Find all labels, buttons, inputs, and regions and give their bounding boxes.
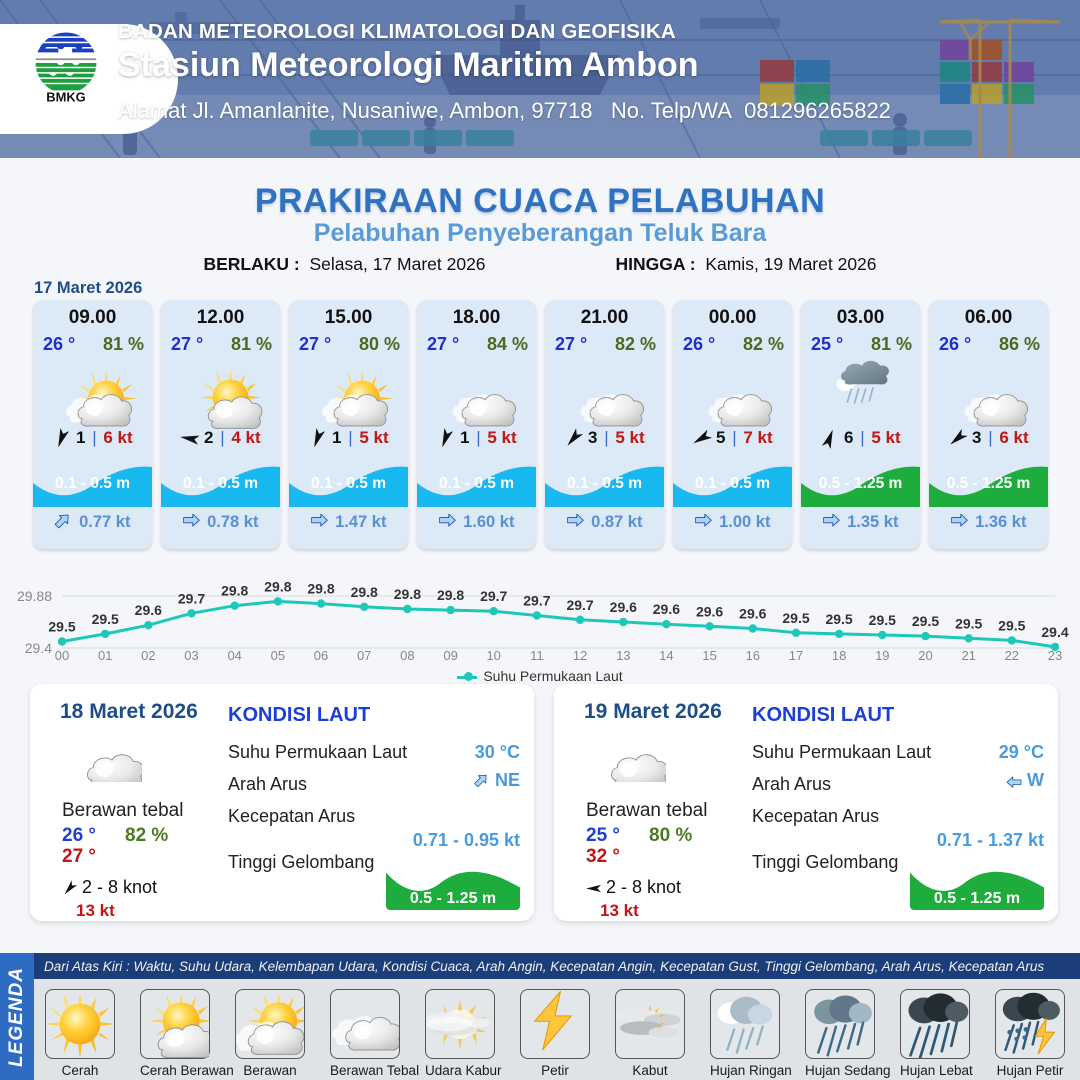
svg-text:29.6: 29.6: [610, 599, 637, 615]
svg-text:29.6: 29.6: [696, 603, 723, 619]
svg-text:29.8: 29.8: [264, 578, 291, 594]
svg-text:29.5: 29.5: [869, 612, 896, 628]
svg-text:07: 07: [357, 648, 371, 663]
svg-text:29.88: 29.88: [17, 588, 52, 604]
svg-text:01: 01: [98, 648, 112, 663]
svg-text:29.5: 29.5: [912, 613, 939, 629]
svg-text:09: 09: [443, 648, 457, 663]
svg-text:29.7: 29.7: [178, 590, 205, 606]
svg-text:15: 15: [702, 648, 716, 663]
svg-text:14: 14: [659, 648, 673, 663]
svg-text:00: 00: [55, 648, 69, 663]
svg-text:20: 20: [918, 648, 932, 663]
svg-text:06: 06: [314, 648, 328, 663]
svg-text:29.7: 29.7: [480, 588, 507, 604]
svg-text:04: 04: [227, 648, 241, 663]
svg-text:29.5: 29.5: [782, 610, 809, 626]
svg-text:16: 16: [746, 648, 760, 663]
svg-text:29.6: 29.6: [653, 601, 680, 617]
svg-text:29.8: 29.8: [394, 586, 421, 602]
svg-text:12: 12: [573, 648, 587, 663]
svg-text:08: 08: [400, 648, 414, 663]
svg-text:23: 23: [1048, 648, 1062, 663]
svg-text:19: 19: [875, 648, 889, 663]
svg-text:21: 21: [961, 648, 975, 663]
svg-text:11: 11: [530, 648, 544, 663]
svg-text:29.4: 29.4: [1041, 624, 1068, 640]
svg-text:29.5: 29.5: [998, 617, 1025, 633]
svg-text:13: 13: [616, 648, 630, 663]
svg-text:29.5: 29.5: [955, 615, 982, 631]
svg-text:BMKG: BMKG: [46, 90, 85, 104]
svg-text:22: 22: [1005, 648, 1019, 663]
svg-text:29.7: 29.7: [523, 593, 550, 609]
svg-text:29.8: 29.8: [307, 581, 334, 597]
svg-text:10: 10: [486, 648, 500, 663]
svg-text:17: 17: [789, 648, 803, 663]
svg-text:05: 05: [271, 648, 285, 663]
svg-text:18: 18: [832, 648, 846, 663]
svg-text:29.8: 29.8: [221, 583, 248, 599]
svg-text:29.6: 29.6: [135, 602, 162, 618]
svg-text:29.5: 29.5: [48, 619, 75, 635]
svg-text:29.6: 29.6: [739, 606, 766, 622]
svg-text:29.5: 29.5: [825, 611, 852, 627]
svg-text:02: 02: [141, 648, 155, 663]
svg-text:29.5: 29.5: [92, 611, 119, 627]
svg-text:29.4: 29.4: [25, 640, 52, 656]
svg-text:03: 03: [184, 648, 198, 663]
svg-text:29.8: 29.8: [351, 584, 378, 600]
svg-text:29.8: 29.8: [437, 587, 464, 603]
svg-text:29.7: 29.7: [566, 597, 593, 613]
